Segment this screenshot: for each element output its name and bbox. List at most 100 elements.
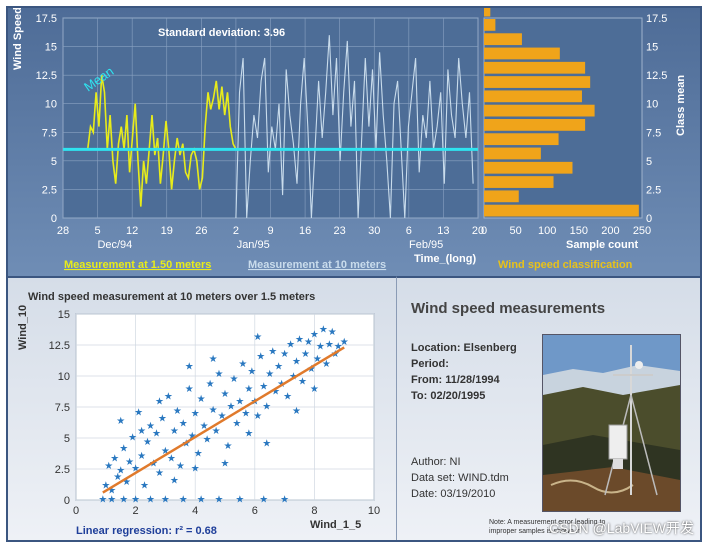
scatter-point: ★	[259, 381, 268, 392]
scatter-point: ★	[158, 414, 167, 425]
scatter-point: ★	[155, 396, 164, 407]
scatter-points: ★★★★★★★★★★★★★★★★★★★★★★★★★★★★★★★★★★★★★★★★…	[98, 324, 348, 505]
timeseries-y-title: Wind Speed_	[12, 8, 24, 70]
scatter-point: ★	[235, 494, 244, 505]
scatter-point: ★	[182, 438, 191, 449]
scatter-x-tick-label: 0	[73, 505, 79, 517]
legend-10m[interactable]: Measurement at 10 meters	[248, 259, 386, 271]
scatter-point: ★	[194, 448, 203, 459]
scatter-point: ★	[107, 494, 116, 505]
scatter-point: ★	[316, 342, 325, 353]
info-note: Note: A measurement error leading to imp…	[489, 519, 606, 535]
info-period: Period:	[411, 358, 449, 370]
scatter-point: ★	[131, 463, 140, 474]
histogram-x-tick-label: 100	[538, 225, 556, 237]
histogram-x-tick-label: 200	[601, 225, 619, 237]
scatter-point: ★	[110, 453, 119, 464]
ts-x-tick-label: 20	[472, 225, 484, 237]
scatter-chart: Wind speed measurement at 10 meters over…	[17, 291, 381, 537]
timeseries-lines	[63, 35, 478, 219]
scatter-point: ★	[292, 357, 301, 368]
ts-x-tick-label: 19	[161, 225, 173, 237]
scatter-point: ★	[310, 329, 319, 340]
scatter-point: ★	[212, 426, 221, 437]
series-1-50m-line	[86, 74, 237, 207]
histogram-bar	[484, 19, 496, 31]
scatter-x-tick-label: 4	[192, 505, 198, 517]
histogram-x-tick-label: 150	[570, 225, 588, 237]
scatter-point: ★	[262, 438, 271, 449]
scatter-point: ★	[200, 421, 209, 432]
histogram-bar	[484, 47, 560, 60]
ts-y-tick-label: 0	[51, 213, 57, 225]
scatter-y-tick-label: 7.5	[55, 402, 70, 414]
scatter-point: ★	[265, 369, 274, 380]
scatter-point: ★	[164, 391, 173, 402]
ts-x-tick-label: 16	[299, 225, 311, 237]
scatter-point: ★	[116, 466, 125, 477]
scatter-point: ★	[161, 446, 170, 457]
info-to: To: 02/20/1995	[411, 390, 486, 402]
scatter-point: ★	[238, 359, 247, 370]
info-dataset: Data set: WIND.tdm	[411, 472, 509, 484]
scatter-point: ★	[310, 384, 319, 395]
scatter-point: ★	[241, 409, 250, 420]
info-from: From: 11/28/1994	[411, 374, 500, 386]
scatter-x-tick-label: 2	[133, 505, 139, 517]
scatter-point: ★	[173, 406, 182, 417]
histogram-y-tick-label: 5	[646, 156, 652, 168]
scatter-point: ★	[280, 494, 289, 505]
scatter-point: ★	[274, 362, 283, 373]
scatter-point: ★	[221, 389, 230, 400]
histogram-y-tick-label: 10	[646, 99, 658, 111]
scatter-point: ★	[280, 349, 289, 360]
ts-y-tick-label: 12.5	[36, 70, 57, 82]
scatter-point: ★	[226, 401, 235, 412]
scatter-point: ★	[152, 429, 161, 440]
scatter-y-tick-label: 10	[58, 371, 70, 383]
regression-line	[102, 346, 345, 494]
scatter-point: ★	[116, 416, 125, 427]
scatter-point: ★	[185, 384, 194, 395]
top-charts: 0 2.5 5 7.5 10 12.5 15 17.5 28 5 12 19 26 2 9 16 23 30 6 13…	[12, 8, 687, 271]
scatter-point: ★	[295, 334, 304, 345]
scatter-point: ★	[206, 379, 215, 390]
scatter-y-tick-label: 15	[58, 309, 70, 321]
scatter-y-tick-label: 12.5	[49, 340, 70, 352]
regression-label: Linear regression: r² = 0.68	[76, 525, 217, 537]
scatter-x-title: Wind_1_5	[310, 519, 361, 531]
scatter-point: ★	[259, 494, 268, 505]
scatter-point: ★	[235, 396, 244, 407]
scatter-point: ★	[268, 347, 277, 358]
scatter-point: ★	[98, 494, 107, 505]
scatter-point: ★	[215, 494, 224, 505]
scatter-point: ★	[221, 458, 230, 469]
info-date: Date: 03/19/2010	[411, 488, 496, 500]
scatter-point: ★	[170, 426, 179, 437]
ts-y-tick-label: 7.5	[42, 127, 57, 139]
ts-month-label: Jan/95	[237, 239, 270, 251]
histogram-y-tick-label: 0	[646, 213, 652, 225]
histogram-title: Wind speed classification	[498, 259, 633, 271]
legend-1-50m[interactable]: Measurement at 1.50 meters	[64, 259, 211, 271]
histogram-bar	[484, 119, 586, 131]
watermark-text: CSDN @LabVIEW开发	[549, 520, 694, 536]
scatter-point: ★	[119, 494, 128, 505]
histogram-y-tick-label: 7.5	[646, 127, 661, 139]
histogram-bar	[484, 104, 595, 117]
ts-x-tick-label: 6	[406, 225, 412, 237]
scatter-point: ★	[253, 411, 262, 422]
histogram-bar	[484, 133, 559, 146]
histogram-x-tick-label: 250	[633, 225, 651, 237]
scatter-point: ★	[319, 324, 328, 335]
histogram-x-tick-label: 50	[509, 225, 521, 237]
histogram-y-title: Class mean	[675, 75, 687, 136]
scatter-point: ★	[340, 337, 349, 348]
scatter-point: ★	[179, 494, 188, 505]
ts-x-tick-label: 2	[233, 225, 239, 237]
histogram-y-tick-label: 12.5	[646, 70, 667, 82]
scatter-axes: 0 2.5 5 7.5 10 12.5 15 0 2 4 6 8 10	[49, 309, 381, 517]
scatter-point: ★	[149, 458, 158, 469]
scatter-point: ★	[298, 376, 307, 387]
scatter-point: ★	[185, 362, 194, 373]
